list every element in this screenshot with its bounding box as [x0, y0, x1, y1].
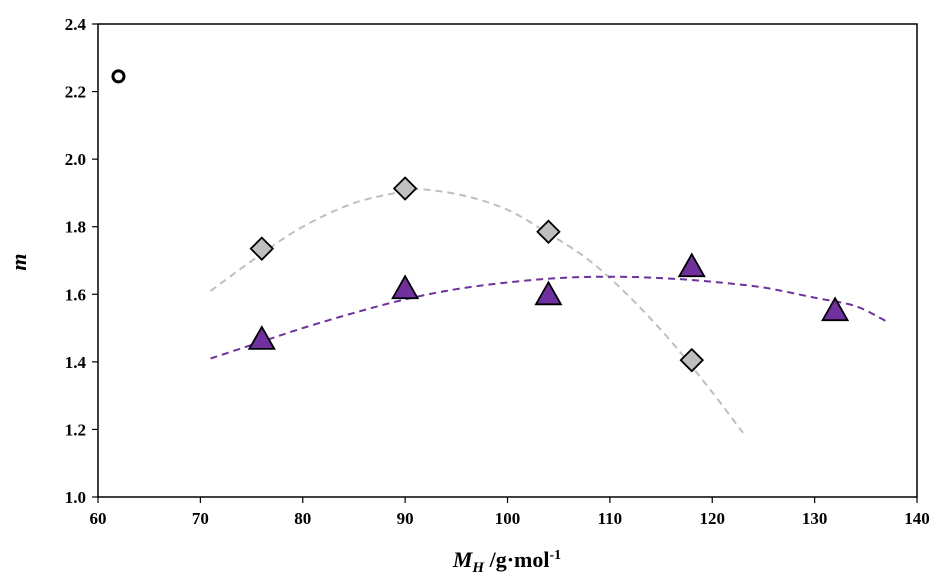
y-tick-label: 2.0: [65, 150, 86, 169]
y-tick-label: 1.8: [65, 218, 86, 237]
x-axis-ticks: 60 70 80 90 100 110 120 130 140: [90, 497, 930, 528]
x-axis-title: MH /g·mol-1: [452, 547, 561, 576]
y-tick-label: 1.6: [65, 285, 86, 304]
y-axis-ticks: 1.0 1.2 1.4 1.6 1.8 2.0 2.2 2.4: [65, 15, 98, 507]
x-tick-label: 120: [700, 509, 726, 528]
x-tick-label: 70: [192, 509, 209, 528]
x-tick-label: 60: [90, 509, 107, 528]
y-tick-label: 2.2: [65, 83, 86, 102]
x-tick-label: 140: [904, 509, 930, 528]
circle-point: [113, 71, 124, 82]
y-tick-label: 2.4: [65, 15, 87, 34]
y-tick-label: 1.2: [65, 420, 86, 439]
x-tick-label: 80: [294, 509, 311, 528]
x-axis-title-main: M: [452, 547, 474, 572]
x-tick-label: 100: [495, 509, 521, 528]
x-axis-title-sup: -1: [549, 548, 561, 563]
plot-area: [98, 24, 917, 497]
x-tick-label: 110: [598, 509, 623, 528]
y-tick-label: 1.4: [65, 353, 87, 372]
x-tick-label: 130: [802, 509, 828, 528]
y-axis-title: m: [6, 253, 31, 270]
y-tick-label: 1.0: [65, 488, 86, 507]
x-tick-label: 90: [397, 509, 414, 528]
x-axis-title-rest: /g·mol: [484, 547, 549, 572]
